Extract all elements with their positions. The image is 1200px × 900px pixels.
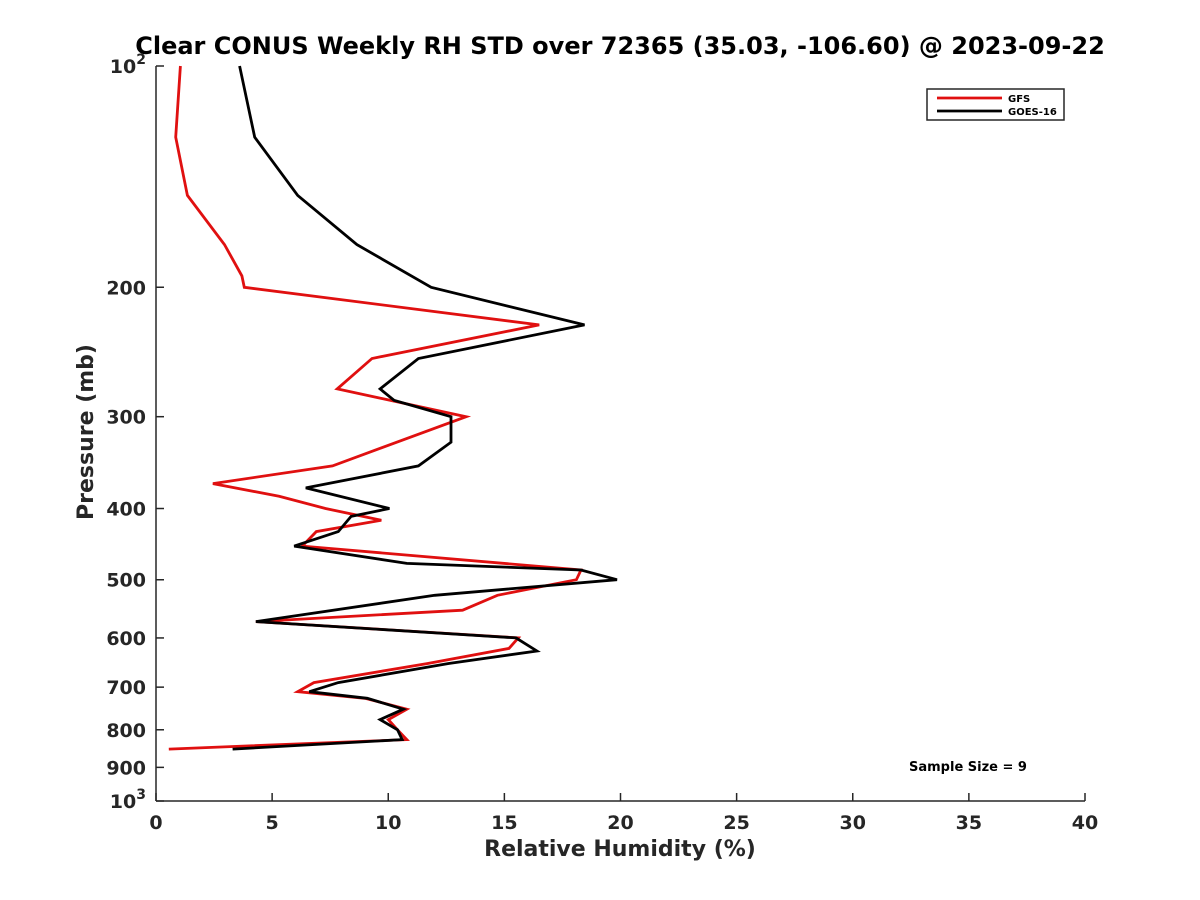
x-tick-label: 35	[956, 812, 982, 834]
chart-title: Clear CONUS Weekly RH STD over 72365 (35…	[135, 32, 1105, 60]
y-tick-label-base: 10	[110, 791, 136, 813]
legend: GFS GOES-16	[926, 88, 1065, 121]
x-tick-label: 5	[266, 812, 279, 834]
y-tick-label: 500	[106, 570, 146, 592]
x-tick-label: 10	[375, 812, 401, 834]
x-axis-label: Relative Humidity (%)	[484, 837, 756, 862]
y-tick-label: 400	[106, 499, 146, 521]
plot-frame	[155, 66, 1085, 802]
series-layer	[168, 65, 618, 751]
sample-size-annotation: Sample Size = 9	[909, 760, 1027, 775]
y-tick-label: 900	[106, 757, 146, 779]
y-axis-label: Pressure (mb)	[74, 344, 99, 520]
annotations-layer: Sample Size = 9	[909, 760, 1027, 775]
legend-box	[926, 88, 1065, 121]
x-tick-label: 15	[491, 812, 517, 834]
legend-label-goes-16: GOES-16	[1008, 107, 1057, 118]
y-tick-label: 800	[106, 720, 146, 742]
y-tick-label: 700	[106, 677, 146, 699]
y-tick-label: 103	[110, 787, 146, 813]
y-tick-label: 200	[106, 277, 146, 299]
series-line-gfs	[168, 65, 584, 751]
y-tick-label: 300	[106, 407, 146, 429]
y-tick-label-base: 10	[110, 56, 136, 78]
y-tick-label-exponent: 3	[136, 787, 146, 803]
legend-label-gfs: GFS	[1008, 94, 1030, 105]
y-tick-label: 102	[110, 52, 146, 78]
y-tick-label-exponent: 2	[136, 52, 146, 68]
x-tick-label: 40	[1072, 812, 1098, 834]
x-tick-label: 30	[840, 812, 866, 834]
x-tick-label: 0	[149, 812, 162, 834]
x-tick-label: 20	[607, 812, 633, 834]
x-tick-label: 25	[723, 812, 749, 834]
series-line-goes-16	[232, 65, 618, 751]
y-tick-label: 600	[106, 628, 146, 650]
x-axis-ticks: 0 5 10 15 20 25 30 35 40	[149, 793, 1098, 834]
